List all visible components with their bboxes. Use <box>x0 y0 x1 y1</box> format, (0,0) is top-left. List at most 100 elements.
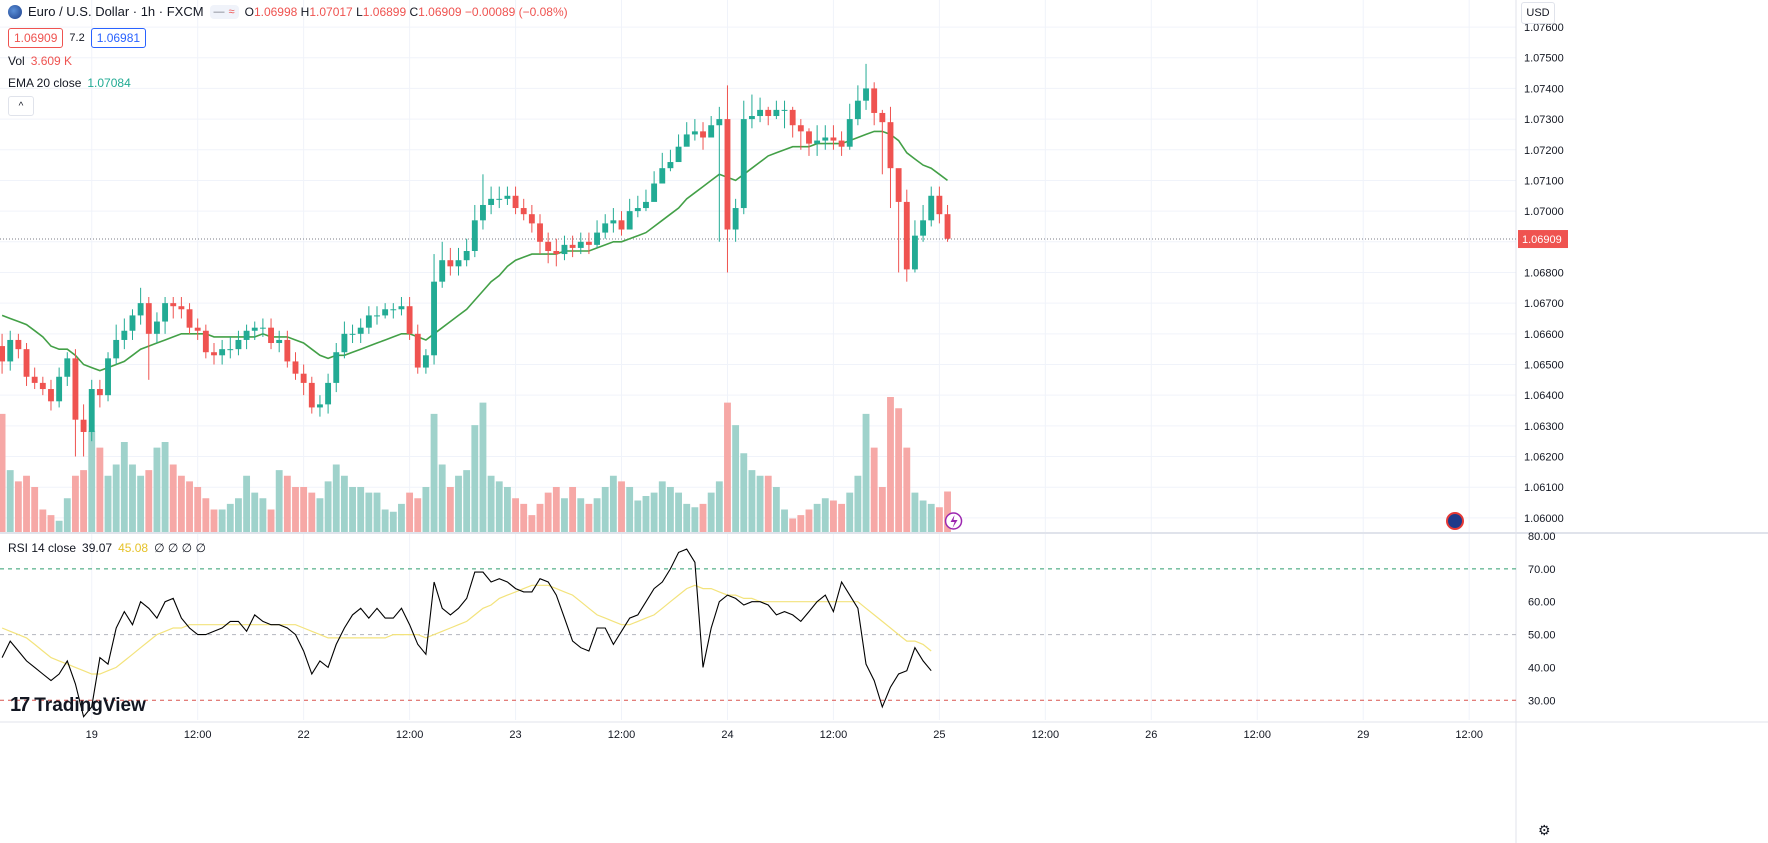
volume-bar <box>210 509 218 532</box>
vol-value: 3.609 K <box>30 54 73 68</box>
candle-body <box>488 198 495 205</box>
candle-body <box>683 134 690 147</box>
chevron-up-icon: ^ <box>18 100 24 112</box>
volume-bar <box>772 487 780 532</box>
candle-body <box>235 339 242 350</box>
candle-body <box>480 204 486 221</box>
volume-legend[interactable]: Vol 3.609 K <box>8 54 72 68</box>
candle-body <box>504 195 511 199</box>
candle-body <box>716 119 723 126</box>
rsi-label: RSI 14 close <box>8 541 77 555</box>
volume-bar <box>446 487 454 532</box>
time-tick-label: 12:00 <box>608 729 636 741</box>
candle-body <box>431 281 437 356</box>
ema-value: 1.07084 <box>87 76 131 90</box>
candle-body <box>105 358 111 396</box>
volume-bar <box>552 487 560 532</box>
volume-bar <box>137 475 145 532</box>
buy-button[interactable]: 1.06981 <box>90 28 147 48</box>
volume-bar <box>292 487 299 532</box>
volume-bar <box>324 481 332 532</box>
volume-bar <box>650 492 658 532</box>
trade-buttons: 1.06909 7.2 1.06981 <box>8 28 147 48</box>
volume-bar <box>88 430 96 532</box>
candles <box>0 63 951 457</box>
price-tick-label: 1.06500 <box>1524 359 1564 371</box>
indicator-toggle[interactable]: — ≈ <box>209 4 239 19</box>
candle-body <box>675 146 682 163</box>
candle-body <box>822 137 829 141</box>
volume-bar <box>691 507 699 532</box>
candle-body <box>789 109 796 126</box>
volume-bar <box>145 470 153 532</box>
candle-body <box>781 109 788 111</box>
volume-bar <box>830 500 837 532</box>
volume-bar <box>120 442 128 532</box>
candle-body <box>259 327 266 329</box>
candle-body <box>292 361 299 374</box>
candle-body <box>846 119 853 147</box>
volume-bar <box>267 509 275 532</box>
volume-bar <box>789 518 797 532</box>
candle-body <box>912 235 918 270</box>
collapse-legend-button[interactable]: ^ <box>8 96 34 116</box>
rsi-legend[interactable]: RSI 14 close 39.07 45.08 ∅ ∅ ∅ ∅ <box>8 541 206 555</box>
volume-bar <box>14 481 22 532</box>
candle-body <box>814 140 821 144</box>
candle-body <box>374 315 380 317</box>
volume-bar <box>332 464 340 532</box>
volume-bar <box>161 442 169 532</box>
ohlc-values: O1.06998 H1.07017 L1.06899 C1.06909 −0.0… <box>244 4 568 19</box>
time-tick-label: 12:00 <box>1455 729 1483 741</box>
rsi-tick-label: 30.00 <box>1528 695 1556 707</box>
candle-body <box>700 131 706 138</box>
rsi-line <box>1 548 932 718</box>
volume-bar <box>732 425 740 532</box>
volume-bar <box>55 520 63 532</box>
symbol-legend: Euro / U.S. Dollar · 1h · FXCM — ≈ O1.069… <box>8 4 568 19</box>
candle-body <box>219 349 226 356</box>
symbol-title[interactable]: Euro / U.S. Dollar · 1h · FXCM <box>28 4 204 19</box>
volume-bar <box>927 503 935 532</box>
time-tick-label: 12:00 <box>396 729 424 741</box>
price-tick-label: 1.06800 <box>1524 267 1564 279</box>
candle-body <box>137 303 144 316</box>
volume-bar <box>495 481 503 532</box>
rsi-ma-value: 45.08 <box>118 541 149 555</box>
candle-body <box>602 223 609 233</box>
volume-bar <box>251 492 259 532</box>
price-tick-label: 1.07200 <box>1524 145 1564 157</box>
volume-bar <box>707 492 715 532</box>
candle-body <box>349 333 356 335</box>
volume-bar <box>683 503 691 532</box>
volume-bar <box>202 498 210 532</box>
ema-legend[interactable]: EMA 20 close 1.07084 <box>8 76 131 90</box>
price-tick-label: 1.06100 <box>1524 482 1564 494</box>
volume-bar <box>748 470 756 532</box>
candle-body <box>651 183 658 202</box>
candle-body <box>871 88 878 113</box>
volume-bar <box>544 492 552 532</box>
candle-body <box>520 208 527 215</box>
volume-bar <box>536 503 544 532</box>
tradingview-logo[interactable]: 17 TradingView <box>10 694 146 717</box>
volume-bar <box>715 481 723 532</box>
price-tick-label: 1.06300 <box>1524 421 1564 433</box>
currency-selector[interactable]: USD <box>1521 2 1555 24</box>
time-tick-label: 25 <box>933 729 945 741</box>
sell-button[interactable]: 1.06909 <box>8 28 64 48</box>
gear-icon[interactable]: ⚙ <box>1538 822 1551 838</box>
volume-bar <box>528 515 536 532</box>
price-tick-label: 1.06000 <box>1524 513 1564 525</box>
candle-body <box>936 195 943 215</box>
volume-bar <box>626 487 634 532</box>
candle-body <box>634 208 641 212</box>
candle-body <box>569 244 576 248</box>
candle-body <box>471 220 478 251</box>
candle-body <box>797 125 804 132</box>
volume-bar <box>243 475 251 532</box>
candle-body <box>227 349 234 351</box>
volume-bar <box>340 475 348 532</box>
volume-bar <box>23 475 30 532</box>
